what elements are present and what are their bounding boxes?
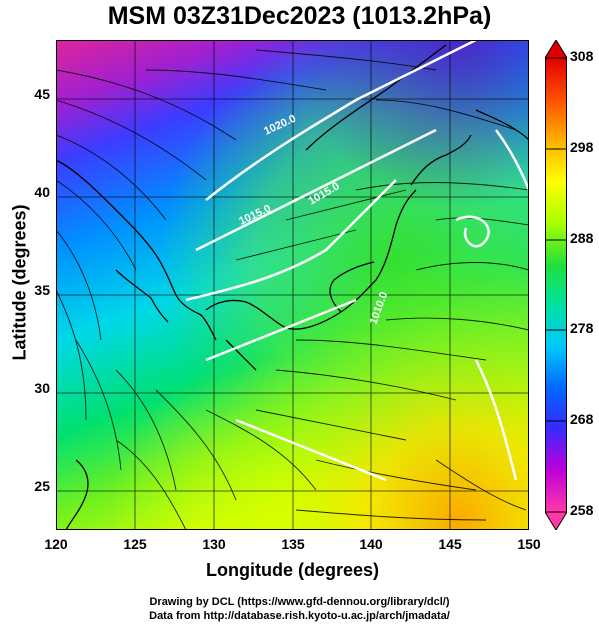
x-axis-label: Longitude (degrees) xyxy=(205,560,379,580)
credit-data: Data from http://database.rish.kyoto-u.a… xyxy=(149,610,450,622)
wind-streamlines xyxy=(56,49,529,530)
credit-drawing: Drawing by DCL (https://www.gfd-dennou.o… xyxy=(149,596,450,608)
x-tick-label: 135 xyxy=(281,536,305,552)
y-axis-label: Latitude (degrees) xyxy=(9,204,30,361)
colorbar-tick-label: 298 xyxy=(570,139,594,155)
colorbar-max-arrow xyxy=(545,40,567,59)
colorbar-tick-label: 258 xyxy=(570,502,594,518)
x-tick-label: 140 xyxy=(359,536,383,552)
x-tick-label: 125 xyxy=(123,536,147,552)
colorbar-min-arrow xyxy=(545,511,567,530)
x-tick-label: 150 xyxy=(517,536,541,552)
map-title: MSM 03Z31Dec2023 (1013.2hPa) xyxy=(107,2,492,30)
y-tick-label: 30 xyxy=(34,380,50,396)
y-tick-label: 25 xyxy=(34,478,50,494)
x-tick-label: 120 xyxy=(44,536,68,552)
colorbar-tick-label: 308 xyxy=(570,48,594,64)
coastlines xyxy=(56,44,529,530)
temperature-map-plot: 1020.0 1015.0 1015.0 1010.0 xyxy=(56,40,529,530)
y-tick-label: 35 xyxy=(34,282,50,298)
x-tick-label: 130 xyxy=(202,536,226,552)
y-tick-label: 40 xyxy=(34,184,50,200)
colorbar-tick-label: 268 xyxy=(570,411,594,427)
x-tick-label: 145 xyxy=(438,536,462,552)
y-tick-label: 45 xyxy=(34,86,50,102)
colorbar-tick-label: 288 xyxy=(570,230,594,246)
isobars xyxy=(185,40,529,482)
colorbar-tick-label: 278 xyxy=(570,320,594,336)
temperature-colorbar xyxy=(545,40,567,530)
lat-lon-grid xyxy=(56,40,529,530)
